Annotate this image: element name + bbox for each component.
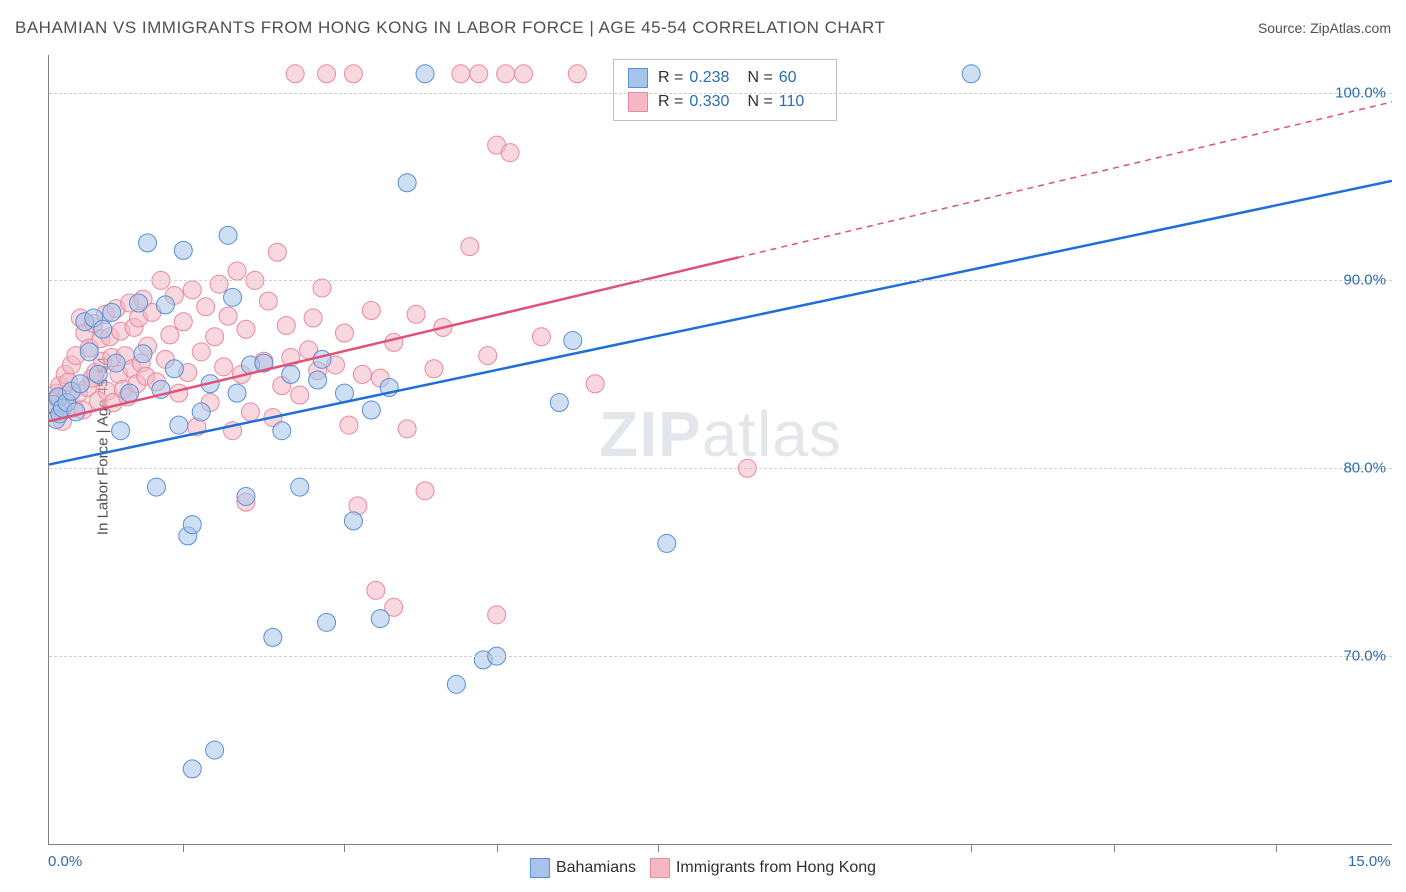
watermark-zip: ZIP <box>599 398 702 470</box>
gridline <box>49 280 1392 281</box>
n-value-a: 60 <box>779 69 797 87</box>
series-b-name: Immigrants from Hong Kong <box>676 859 876 877</box>
series-a-name: Bahamians <box>556 859 636 877</box>
gridline <box>49 468 1392 469</box>
chart-source: Source: ZipAtlas.com <box>1258 20 1391 36</box>
swatch-series-a <box>530 858 550 878</box>
watermark-atlas: atlas <box>702 398 842 470</box>
x-tick <box>497 844 498 852</box>
legend-series: Bahamians Immigrants from Hong Kong <box>530 858 876 878</box>
x-tick <box>183 844 184 852</box>
legend-correlation: R = 0.238 N = 60 R = 0.330 N = 110 <box>613 59 837 121</box>
legend-item-a: Bahamians <box>530 858 636 878</box>
n-label: N = <box>747 69 772 87</box>
x-tick <box>658 844 659 852</box>
r-label: R = <box>658 69 683 87</box>
gridline <box>49 93 1392 94</box>
source-value: ZipAtlas.com <box>1310 20 1391 36</box>
r-label: R = <box>658 93 683 111</box>
y-tick-label: 90.0% <box>1343 272 1386 289</box>
y-tick-label: 70.0% <box>1343 648 1386 665</box>
legend-row-a: R = 0.238 N = 60 <box>628 66 822 90</box>
r-value-a: 0.238 <box>689 69 729 87</box>
x-tick-label-1: 15.0% <box>1348 853 1391 870</box>
x-tick <box>1276 844 1277 852</box>
x-tick <box>971 844 972 852</box>
chart-title: BAHAMIAN VS IMMIGRANTS FROM HONG KONG IN… <box>15 18 885 38</box>
n-value-b: 110 <box>779 93 805 111</box>
plot-area: ZIPatlas R = 0.238 N = 60 R = 0.330 N = … <box>48 55 1392 845</box>
legend-row-b: R = 0.330 N = 110 <box>628 90 822 114</box>
swatch-series-b <box>628 92 648 112</box>
source-label: Source: <box>1258 20 1310 36</box>
chart-svg <box>49 55 1392 844</box>
swatch-series-a <box>628 68 648 88</box>
chart-header: BAHAMIAN VS IMMIGRANTS FROM HONG KONG IN… <box>15 18 1391 38</box>
n-label: N = <box>747 93 772 111</box>
x-tick <box>344 844 345 852</box>
watermark: ZIPatlas <box>599 397 842 471</box>
y-tick-label: 100.0% <box>1335 84 1386 101</box>
x-tick <box>1114 844 1115 852</box>
legend-item-b: Immigrants from Hong Kong <box>650 858 876 878</box>
swatch-series-b <box>650 858 670 878</box>
y-tick-label: 80.0% <box>1343 460 1386 477</box>
gridline <box>49 656 1392 657</box>
x-tick-label-0: 0.0% <box>48 853 82 870</box>
r-value-b: 0.330 <box>689 93 729 111</box>
